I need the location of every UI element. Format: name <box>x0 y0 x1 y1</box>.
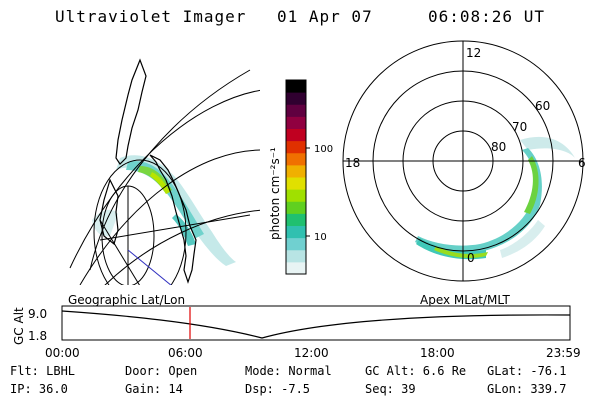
timeline-x-label-1800: 18:00 <box>420 346 455 360</box>
colorbar-tick-label-100: 100 <box>314 144 333 155</box>
colorbar-band <box>286 249 306 263</box>
mlt-label-12: 12 <box>466 46 481 60</box>
apex-polar-panel: 12 18 6 0 60 70 80 <box>342 40 586 282</box>
colorbar-band <box>286 104 306 117</box>
lat-label-80: 80 <box>491 140 506 154</box>
status-ip: IP: 36.0 <box>10 382 68 396</box>
polar-aurora-emission <box>415 136 575 260</box>
mlt-label-6: 6 <box>578 156 586 170</box>
geographic-image-panel <box>69 58 260 285</box>
colorbar-band <box>286 261 306 275</box>
colorbar-band <box>286 152 306 166</box>
timeline-panel: Geographic Lat/Lon Apex MLat/MLT GC Alt … <box>12 293 581 360</box>
colorbar-tick-label-10: 10 <box>314 232 327 243</box>
colorbar-band <box>286 213 306 227</box>
status-dsp: Dsp: -7.5 <box>245 382 311 396</box>
status-door: Door: Open <box>125 364 198 378</box>
colorbar-band <box>286 177 306 190</box>
status-glat: GLat: -76.1 <box>487 364 567 378</box>
timeline-axis-label: GC Alt <box>12 307 26 345</box>
colorbar-band <box>286 116 306 130</box>
colorbar-band <box>286 201 306 214</box>
colorbar-band <box>286 80 306 93</box>
terminator-line <box>127 249 172 285</box>
colorbar <box>286 80 306 275</box>
geo-grid <box>69 69 260 285</box>
instrument-title: Ultraviolet Imager <box>55 7 247 26</box>
status-gc-alt: GC Alt: 6.6 Re <box>365 364 467 378</box>
timeline-y-label-min: 1.8 <box>28 329 47 343</box>
timeline-y-label-max: 9.0 <box>28 307 47 321</box>
lat-label-60: 60 <box>535 99 550 113</box>
colorbar-frame <box>285 79 307 275</box>
timeline-x-label-2359: 23:59 <box>546 346 581 360</box>
colorbar-band <box>286 164 306 178</box>
date-label: 01 Apr 07 <box>277 7 373 26</box>
mlt-label-18: 18 <box>345 156 360 170</box>
colorbar-band <box>286 237 306 251</box>
colorbar-band <box>286 189 306 202</box>
status-gain: Gain: 14 <box>125 382 183 396</box>
colorbar-band <box>286 225 306 239</box>
status-glon: GLon: 339.7 <box>487 382 567 396</box>
geo-aurora-emission <box>92 155 236 266</box>
status-seq: Seq: 39 <box>365 382 416 396</box>
colorbar-band <box>286 140 306 154</box>
polar-grid <box>342 40 584 282</box>
colorbar-unit-label: photon cm⁻²s⁻¹ <box>268 147 282 240</box>
timeline-x-label-0000: 00:00 <box>45 346 80 360</box>
timeline-x-label-1200: 12:00 <box>294 346 329 360</box>
geo-panel-label: Geographic Lat/Lon <box>68 293 185 307</box>
lat-label-70: 70 <box>512 120 527 134</box>
mlt-label-0: 0 <box>467 251 475 265</box>
apex-panel-label: Apex MLat/MLT <box>420 293 510 307</box>
altitude-curve <box>61 310 571 339</box>
colorbar-band <box>286 128 306 142</box>
status-filter: Flt: LBHL <box>10 364 76 378</box>
timeline-frame <box>61 305 571 341</box>
timeline-x-label-0600: 06:00 <box>168 346 203 360</box>
status-mode: Mode: Normal <box>245 364 332 378</box>
time-label: 06:08:26 UT <box>428 7 545 26</box>
colorbar-band <box>286 92 306 105</box>
